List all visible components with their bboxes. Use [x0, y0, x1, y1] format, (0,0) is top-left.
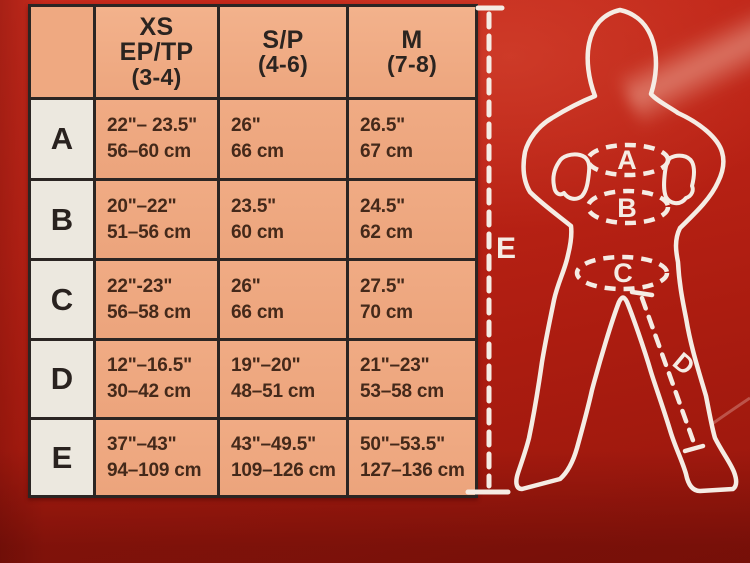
- size-name-fr: EP/TP: [119, 38, 194, 67]
- corner-cell: [31, 7, 93, 97]
- waist-measure-ellipse-b: [585, 188, 671, 226]
- plastic-crease: [711, 396, 750, 426]
- cm-value: 66 cm: [231, 141, 284, 162]
- child-body-outline: [514, 7, 739, 494]
- chest-measure-ellipse-a: [585, 142, 671, 178]
- inches-value: 50"–53.5": [360, 433, 445, 455]
- measurement-figure-diagram: A B C D E: [465, 5, 750, 495]
- age-range: (3-4): [131, 63, 182, 90]
- column-header-sp: S/P (4-6): [220, 7, 346, 97]
- cm-value: 60 cm: [231, 221, 284, 243]
- inches-value: 26.5": [360, 115, 405, 136]
- inches-value: 43"–49.5": [231, 433, 316, 455]
- cm-value: 70 cm: [360, 301, 413, 323]
- measurement-cell: 21"–23" 53–58 cm: [349, 341, 475, 417]
- inseam-measure-line-d: [629, 289, 706, 454]
- inches-value: 27.5": [360, 275, 405, 297]
- size-name: M: [401, 25, 423, 54]
- inches-value: 26": [231, 275, 261, 297]
- measurement-cell: 26" 66 cm: [220, 100, 346, 178]
- figure-label-c: C: [613, 258, 633, 288]
- column-header-xs: XS EP/TP (3-4): [96, 7, 217, 97]
- cm-value: 66 cm: [231, 301, 284, 323]
- measurement-cell: 24.5" 62 cm: [349, 181, 475, 258]
- measurement-cell: 23.5" 60 cm: [220, 181, 346, 258]
- cm-value: 127–136 cm: [360, 459, 465, 481]
- cm-value: 94–109 cm: [107, 459, 202, 481]
- cm-value: 30–42 cm: [107, 381, 191, 402]
- measurement-cell: 19"–20" 48–51 cm: [220, 341, 346, 417]
- size-name: XS: [139, 12, 174, 41]
- cm-value: 109–126 cm: [231, 459, 336, 481]
- cm-value: 51–56 cm: [107, 221, 191, 243]
- inches-value: 22"– 23.5": [107, 115, 197, 136]
- inches-value: 21"–23": [360, 355, 430, 376]
- inches-value: 19"–20": [231, 355, 301, 376]
- figure-label-a: A: [617, 145, 637, 175]
- row-label-b: B: [31, 181, 93, 258]
- measurement-cell: 26.5" 67 cm: [349, 100, 475, 178]
- cm-value: 56–60 cm: [107, 141, 191, 162]
- inches-value: 23.5": [231, 195, 276, 217]
- cm-value: 67 cm: [360, 141, 413, 162]
- hip-measure-ellipse-c: [574, 254, 670, 292]
- inches-value: 22"-23": [107, 275, 173, 297]
- cm-value: 62 cm: [360, 221, 413, 243]
- inches-value: 24.5": [360, 195, 405, 217]
- inches-value: 20"–22": [107, 195, 177, 217]
- height-measure-line-e: [465, 5, 511, 495]
- measurement-cell: 26" 66 cm: [220, 261, 346, 338]
- cm-value: 48–51 cm: [231, 381, 315, 402]
- row-label-a: A: [31, 100, 93, 178]
- measurement-cell: 22"-23" 56–58 cm: [96, 261, 217, 338]
- measurement-cell: 37"–43" 94–109 cm: [96, 420, 217, 495]
- size-name: S/P: [262, 25, 304, 54]
- measurement-cell: 50"–53.5" 127–136 cm: [349, 420, 475, 495]
- right-mitten-outline: [662, 153, 696, 206]
- inches-value: 26": [231, 115, 261, 136]
- age-range: (4-6): [257, 51, 309, 78]
- inches-value: 37"–43": [107, 433, 177, 455]
- row-label-d: D: [31, 341, 93, 417]
- figure-label-b: B: [617, 193, 637, 223]
- figure-label-e: E: [496, 232, 516, 265]
- cm-value: 56–58 cm: [107, 301, 191, 323]
- inches-value: 12"–16.5": [107, 355, 192, 376]
- measurement-cell: 27.5" 70 cm: [349, 261, 475, 338]
- column-header-m: M (7-8): [349, 7, 475, 97]
- row-label-e: E: [31, 420, 93, 495]
- age-range: (7-8): [386, 51, 438, 78]
- left-mitten-outline: [551, 152, 592, 201]
- measurement-cell: 12"–16.5" 30–42 cm: [96, 341, 217, 417]
- measurement-cell: 43"–49.5" 109–126 cm: [220, 420, 346, 495]
- size-chart-table: XS EP/TP (3-4) S/P (4-6) M (7-8) A 22"– …: [28, 4, 478, 498]
- measurement-cell: 22"– 23.5" 56–60 cm: [96, 100, 217, 178]
- measurement-cell: 20"–22" 51–56 cm: [96, 181, 217, 258]
- row-label-c: C: [31, 261, 93, 338]
- cm-value: 53–58 cm: [360, 381, 444, 402]
